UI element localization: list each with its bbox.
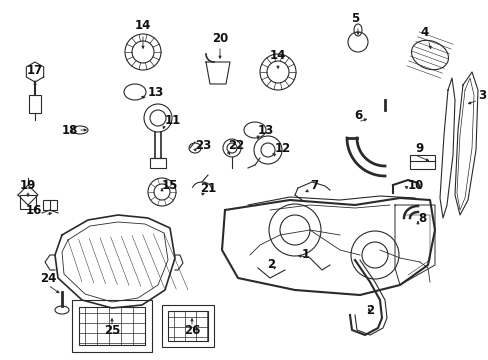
Text: 9: 9 [414, 141, 423, 154]
Text: 6: 6 [353, 108, 362, 122]
Text: 5: 5 [350, 12, 358, 24]
Bar [72, 300, 152, 352]
Text: 15: 15 [162, 179, 178, 192]
Text: 24: 24 [40, 271, 56, 284]
Text: 25: 25 [103, 324, 120, 337]
Bar [29, 95, 41, 113]
Text: 12: 12 [274, 141, 291, 154]
Text: 26: 26 [183, 324, 200, 337]
Text: 23: 23 [195, 139, 211, 152]
Text: 20: 20 [211, 32, 228, 45]
Text: 22: 22 [227, 139, 244, 152]
Text: 1: 1 [301, 248, 309, 261]
Bar [168, 311, 207, 341]
Bar [150, 158, 165, 168]
Text: 21: 21 [200, 181, 216, 194]
Text: 14: 14 [135, 18, 151, 32]
Text: 2: 2 [365, 303, 373, 316]
Text: 13: 13 [258, 123, 274, 136]
Text: 18: 18 [62, 123, 78, 136]
Bar [79, 307, 145, 345]
Bar [20, 195, 36, 209]
Text: 11: 11 [164, 113, 181, 126]
Bar [162, 305, 214, 347]
Text: 14: 14 [269, 49, 285, 62]
Text: 3: 3 [477, 89, 485, 102]
Bar [409, 155, 434, 169]
Text: 7: 7 [309, 179, 318, 192]
Text: 17: 17 [27, 63, 43, 77]
Text: 10: 10 [407, 179, 424, 192]
Text: 4: 4 [419, 26, 427, 39]
Text: 2: 2 [266, 258, 274, 271]
Bar [43, 200, 57, 210]
Text: 13: 13 [148, 86, 164, 99]
Text: 8: 8 [417, 212, 426, 225]
Text: 16: 16 [25, 203, 42, 216]
Text: 19: 19 [20, 179, 36, 192]
